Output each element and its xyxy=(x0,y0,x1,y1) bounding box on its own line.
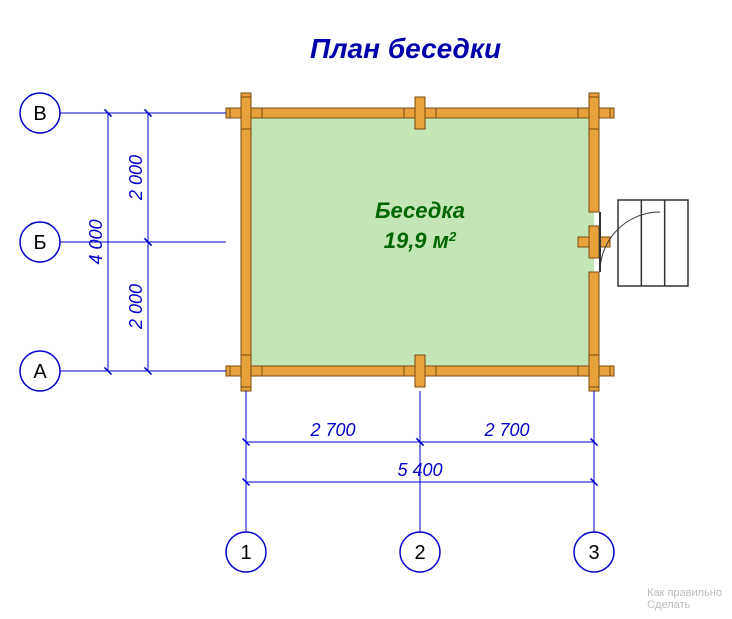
post xyxy=(241,355,251,387)
watermark: Как правильно Сделать xyxy=(647,587,722,611)
dim-label: 2 700 xyxy=(483,420,529,440)
watermark-line1: Как правильно xyxy=(647,587,722,599)
dim-label: 2 000 xyxy=(126,284,146,330)
post xyxy=(415,97,425,129)
room-area-label: 19,9 м2 xyxy=(384,228,457,253)
axis-label: В xyxy=(33,103,46,125)
watermark-line2: Сделать xyxy=(647,599,690,611)
post xyxy=(589,355,599,387)
room-label: Беседка xyxy=(375,198,465,223)
axis-label: Б xyxy=(33,232,46,254)
post xyxy=(589,226,599,258)
plan-title: План беседки xyxy=(310,33,501,64)
post xyxy=(241,97,251,129)
stairs xyxy=(618,200,688,286)
dim-label: 2 700 xyxy=(309,420,355,440)
axis-label: А xyxy=(33,361,47,383)
post xyxy=(415,355,425,387)
post xyxy=(589,97,599,129)
dim-label: 2 000 xyxy=(126,155,146,201)
beam xyxy=(241,93,251,391)
axis-label: 3 xyxy=(588,542,599,564)
axis-label: 1 xyxy=(240,542,251,564)
axis-label: 2 xyxy=(414,542,425,564)
